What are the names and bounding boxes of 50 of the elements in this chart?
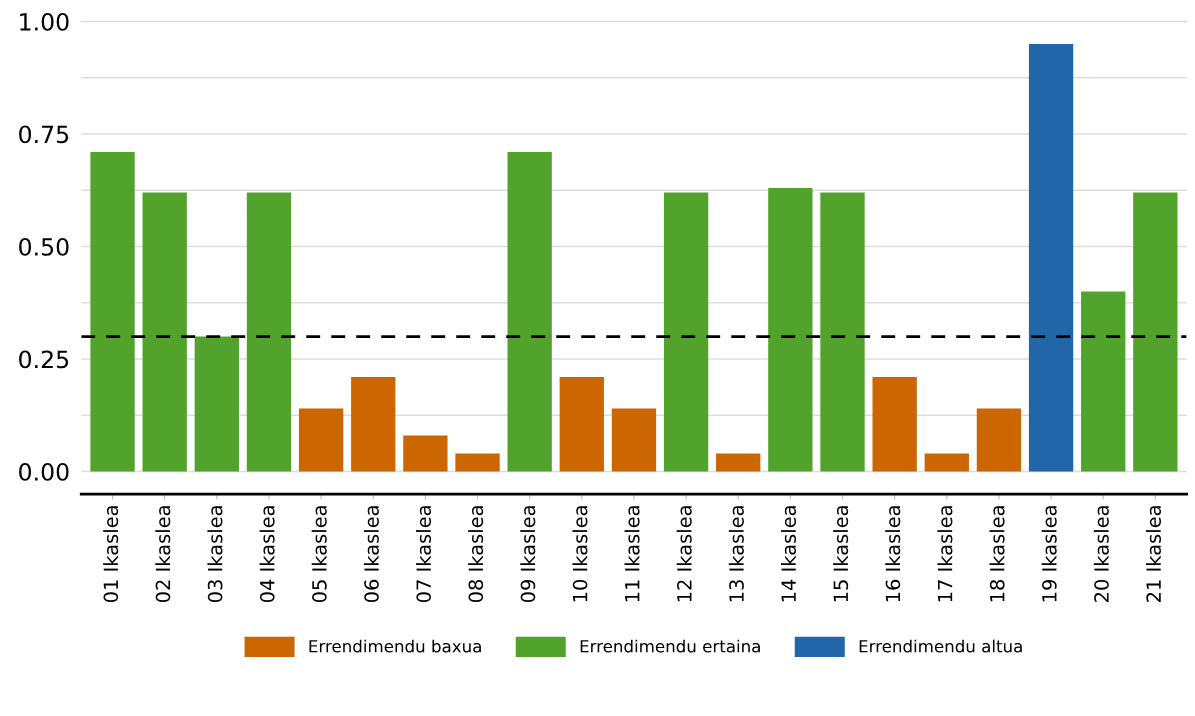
- bar: [872, 377, 917, 472]
- bar: [1081, 291, 1126, 472]
- x-tick-label: 21 Ikaslea: [1145, 506, 1161, 602]
- bar: [403, 435, 448, 472]
- x-tick-label: 08 Ikaslea: [468, 506, 484, 603]
- y-tick-label: 0.25: [19, 350, 69, 369]
- x-tick-label: 11 Ikaslea: [624, 506, 640, 602]
- bar: [507, 152, 552, 472]
- x-tick-label: 15 Ikaslea: [833, 506, 849, 602]
- bar: [559, 377, 604, 472]
- bar: [455, 453, 500, 472]
- y-tick-label: 0.75: [19, 125, 69, 144]
- x-tick-label: 10 Ikaslea: [572, 506, 588, 602]
- legend-label: Errendimendu ertaina: [580, 639, 760, 653]
- x-tick-label: 18 Ikaslea: [989, 506, 1005, 602]
- y-tick-label: 1.00: [20, 12, 69, 31]
- bar: [1133, 192, 1178, 472]
- x-tick-label: 16 Ikaslea: [885, 506, 901, 602]
- x-tick-label: 12 Ikaslea: [676, 506, 692, 602]
- x-tick-label: 06 Ikaslea: [363, 506, 379, 603]
- x-tick-label: 20 Ikaslea: [1093, 506, 1109, 602]
- bar: [1028, 43, 1074, 472]
- bar: [768, 188, 813, 472]
- x-tick-label: 07 Ikaslea: [415, 506, 432, 603]
- bar: [716, 453, 761, 472]
- bar: [976, 408, 1022, 472]
- legend-label: Errendimendu baxua: [309, 639, 481, 653]
- bar: [663, 192, 709, 472]
- bar: [820, 192, 865, 472]
- x-tick-label: 04 Ikaslea: [259, 506, 275, 603]
- bar: [351, 377, 396, 472]
- legend-label: Errendimendu altua: [859, 639, 1022, 653]
- x-tick-label: 03 Ikaslea: [207, 506, 223, 603]
- bar: [246, 192, 292, 472]
- x-tick-label: 09 Ikaslea: [520, 506, 536, 603]
- bar: [924, 453, 969, 472]
- x-tick-label: 19 Ikaslea: [1041, 506, 1057, 602]
- y-tick-label: 0.00: [19, 462, 69, 481]
- y-tick-label: 0.50: [19, 237, 69, 256]
- bar: [298, 408, 344, 472]
- x-tick-label: 14 Ikaslea: [780, 506, 797, 602]
- bar: [90, 152, 135, 472]
- x-tick-label: 05 Ikaslea: [311, 506, 327, 603]
- x-tick-label: 13 Ikaslea: [728, 506, 744, 602]
- x-tick-label: 17 Ikaslea: [937, 506, 953, 602]
- bar: [194, 336, 239, 472]
- x-tick-label: 01 Ikaslea: [103, 506, 119, 603]
- x-tick-label: 02 Ikaslea: [155, 506, 171, 603]
- bar: [611, 408, 657, 472]
- bar: [142, 192, 187, 472]
